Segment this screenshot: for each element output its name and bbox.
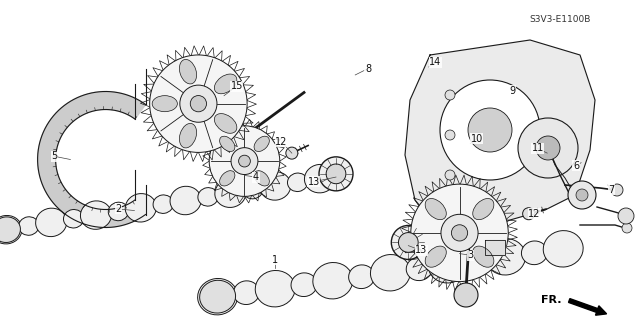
Ellipse shape [255,271,295,307]
Ellipse shape [464,249,490,273]
Ellipse shape [234,281,259,305]
Ellipse shape [153,195,173,213]
Ellipse shape [81,201,111,229]
Circle shape [622,223,632,233]
Ellipse shape [349,265,374,289]
Circle shape [326,164,346,184]
Polygon shape [38,92,145,227]
Ellipse shape [220,171,235,186]
Circle shape [445,130,455,140]
Text: 4: 4 [253,172,259,182]
Circle shape [441,214,478,251]
Ellipse shape [254,171,269,186]
Text: 13: 13 [415,245,428,256]
Circle shape [391,226,426,259]
Ellipse shape [406,257,432,281]
Ellipse shape [305,164,335,193]
Text: 2: 2 [115,204,122,214]
Circle shape [445,170,455,180]
Ellipse shape [486,239,525,275]
Ellipse shape [260,172,291,200]
Text: FR.: FR. [541,295,561,306]
Polygon shape [485,240,505,255]
Text: 10: 10 [470,134,483,144]
Ellipse shape [19,217,39,235]
Circle shape [611,184,623,196]
Ellipse shape [0,215,22,244]
Ellipse shape [63,210,84,228]
Ellipse shape [198,188,218,206]
Circle shape [239,155,250,167]
Circle shape [286,147,298,159]
Text: 6: 6 [573,161,579,171]
Circle shape [180,85,217,122]
Ellipse shape [152,96,177,112]
Circle shape [150,55,247,152]
Circle shape [451,225,468,241]
Text: 12: 12 [528,209,541,219]
Text: 13: 13 [307,177,320,187]
Circle shape [523,208,534,220]
Ellipse shape [425,198,446,220]
Text: S3V3-E1100B: S3V3-E1100B [529,15,591,24]
Circle shape [536,136,560,160]
Circle shape [190,96,207,112]
Ellipse shape [200,280,236,313]
Ellipse shape [214,114,237,133]
Ellipse shape [543,231,583,267]
Text: 14: 14 [429,57,442,67]
Ellipse shape [473,198,494,220]
Circle shape [454,283,478,307]
Text: 15: 15 [230,81,243,91]
Ellipse shape [371,255,410,291]
Circle shape [209,126,280,197]
Ellipse shape [287,173,308,191]
Ellipse shape [108,202,129,221]
Ellipse shape [215,179,246,207]
Ellipse shape [214,74,237,94]
Text: 11: 11 [531,143,544,153]
Ellipse shape [313,263,353,299]
Text: 5: 5 [51,151,58,161]
Ellipse shape [179,59,196,84]
Ellipse shape [125,194,156,222]
Circle shape [231,148,258,174]
Text: 7: 7 [608,185,614,195]
Circle shape [319,157,353,191]
Circle shape [468,108,512,152]
Text: 9: 9 [509,86,515,96]
Ellipse shape [243,180,263,199]
Text: 8: 8 [365,63,371,74]
Ellipse shape [254,136,269,152]
Ellipse shape [428,247,468,283]
Circle shape [568,181,596,209]
Text: 3: 3 [467,250,474,260]
Circle shape [445,90,455,100]
Polygon shape [405,40,595,235]
Ellipse shape [170,186,201,215]
Ellipse shape [522,241,547,265]
Circle shape [411,184,508,282]
Circle shape [440,80,540,180]
Ellipse shape [198,278,237,315]
Circle shape [576,189,588,201]
Ellipse shape [36,208,67,237]
Ellipse shape [220,136,235,152]
Circle shape [399,233,418,252]
Ellipse shape [473,246,494,267]
Text: 12: 12 [275,137,288,147]
Circle shape [618,208,634,224]
Circle shape [518,118,578,178]
Ellipse shape [291,273,317,297]
Ellipse shape [0,217,20,242]
FancyArrow shape [568,299,607,315]
Ellipse shape [179,123,196,148]
Ellipse shape [425,246,446,267]
Text: 1: 1 [272,255,278,265]
